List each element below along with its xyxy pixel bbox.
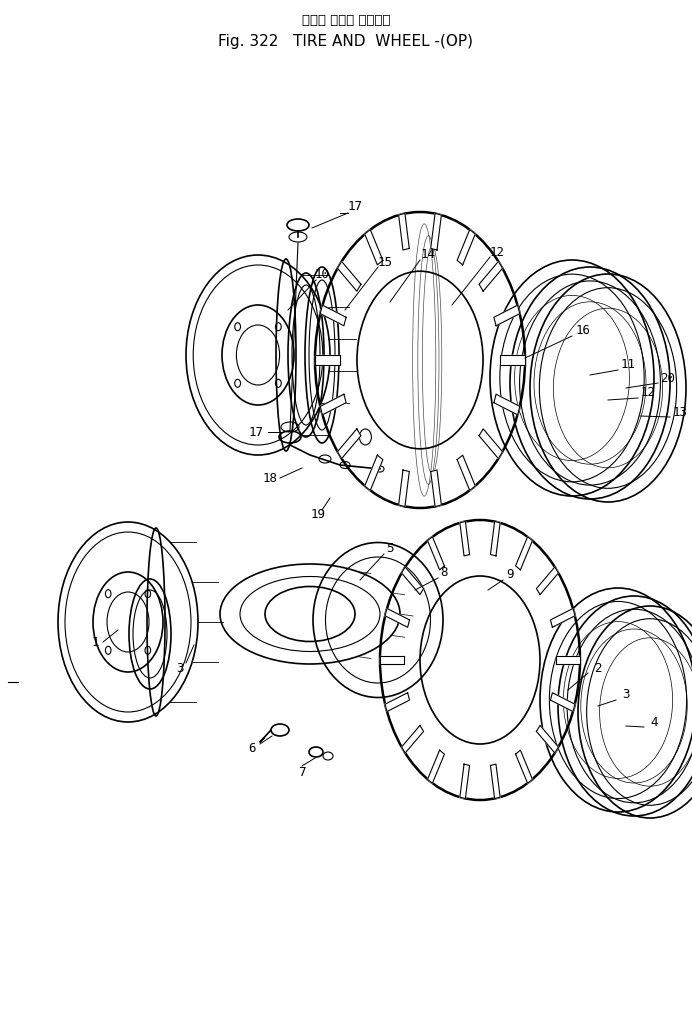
Polygon shape — [460, 765, 470, 799]
Polygon shape — [550, 693, 575, 712]
Polygon shape — [494, 394, 520, 415]
Polygon shape — [457, 455, 475, 491]
Text: 11: 11 — [621, 359, 635, 371]
Polygon shape — [430, 214, 441, 250]
Text: 18: 18 — [262, 472, 277, 485]
Polygon shape — [380, 656, 404, 664]
Polygon shape — [399, 469, 409, 507]
Polygon shape — [516, 536, 532, 570]
Text: 12: 12 — [489, 245, 504, 259]
Polygon shape — [401, 567, 424, 594]
Polygon shape — [315, 356, 340, 364]
Polygon shape — [320, 394, 346, 415]
Text: 7: 7 — [298, 766, 306, 779]
Text: タイヤ および ホイール: タイヤ および ホイール — [302, 14, 390, 27]
Text: 19: 19 — [311, 508, 325, 521]
Polygon shape — [479, 429, 502, 458]
Polygon shape — [491, 765, 500, 799]
Text: Fig. 322   TIRE AND  WHEEL -(OP): Fig. 322 TIRE AND WHEEL -(OP) — [219, 34, 473, 49]
Text: 3: 3 — [622, 689, 630, 702]
Text: 14: 14 — [421, 248, 435, 262]
Text: 6: 6 — [248, 741, 256, 754]
Polygon shape — [550, 608, 575, 628]
Polygon shape — [491, 521, 500, 556]
Text: 10: 10 — [314, 269, 329, 282]
Text: 17: 17 — [347, 201, 363, 214]
Polygon shape — [428, 750, 444, 783]
Text: 8: 8 — [440, 566, 448, 579]
Polygon shape — [536, 725, 558, 753]
Polygon shape — [460, 521, 470, 556]
Polygon shape — [399, 214, 409, 250]
Text: 15: 15 — [378, 256, 392, 269]
Polygon shape — [401, 725, 424, 753]
Text: 17: 17 — [248, 426, 264, 438]
Text: 20: 20 — [660, 371, 675, 384]
Text: 3: 3 — [176, 661, 184, 674]
Text: 12: 12 — [641, 386, 655, 400]
Polygon shape — [500, 356, 525, 364]
Polygon shape — [457, 229, 475, 265]
Polygon shape — [320, 305, 346, 325]
Polygon shape — [385, 608, 410, 628]
Text: 5: 5 — [386, 541, 394, 555]
Polygon shape — [556, 656, 580, 664]
Text: 9: 9 — [507, 569, 513, 581]
Polygon shape — [428, 536, 444, 570]
Text: 1: 1 — [91, 636, 99, 649]
Polygon shape — [365, 455, 383, 491]
Polygon shape — [385, 693, 410, 712]
Polygon shape — [430, 469, 441, 507]
Text: 16: 16 — [576, 323, 590, 337]
Polygon shape — [338, 262, 361, 291]
Polygon shape — [516, 750, 532, 783]
Polygon shape — [536, 567, 558, 594]
Polygon shape — [479, 262, 502, 291]
Text: 4: 4 — [650, 716, 658, 728]
Text: 13: 13 — [673, 406, 687, 419]
Polygon shape — [338, 429, 361, 458]
Text: 2: 2 — [594, 661, 602, 674]
Polygon shape — [494, 305, 520, 325]
Polygon shape — [365, 229, 383, 265]
